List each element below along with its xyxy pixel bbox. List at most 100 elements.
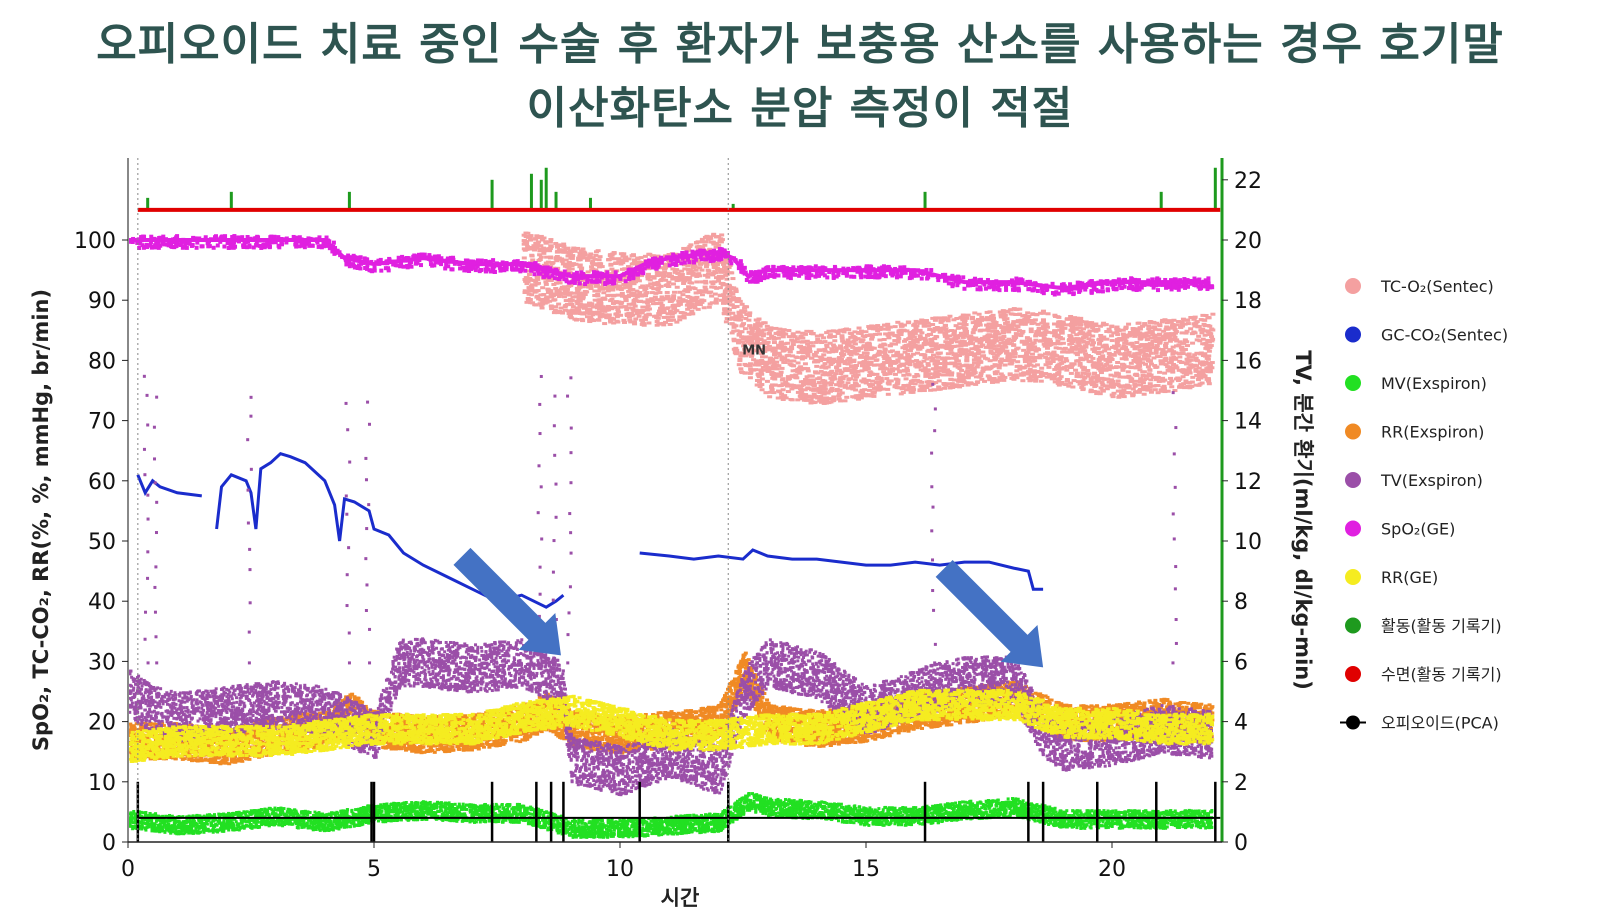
series-tc-o2-point xyxy=(1078,351,1083,354)
series-tc-o2-point xyxy=(1003,364,1008,367)
series-tc-o2-point xyxy=(679,311,684,314)
series-tc-o2-point xyxy=(716,280,721,283)
series-tc-o2-point xyxy=(1188,327,1193,330)
series-tc-o2-point xyxy=(1145,374,1150,377)
series-tc-o2-point xyxy=(632,321,637,324)
series-tc-o2-point xyxy=(1156,384,1161,387)
series-tc-o2-point xyxy=(973,383,978,386)
series-tc-o2-point xyxy=(917,389,922,392)
series-tc-o2-point xyxy=(1073,369,1078,372)
series-tc-o2-point xyxy=(1039,370,1044,373)
series-tc-o2-point xyxy=(1100,389,1105,392)
series-tc-o2-point xyxy=(912,379,917,382)
series-tc-o2-point xyxy=(848,369,853,372)
series-tc-o2-point xyxy=(948,334,953,337)
series-tc-o2-point xyxy=(882,347,887,350)
series-tc-o2-point xyxy=(1120,363,1125,366)
series-tc-o2-point xyxy=(777,390,782,393)
series-tc-o2-point xyxy=(1078,339,1083,342)
series-tc-o2-point xyxy=(1013,313,1018,316)
series-tc-o2-point xyxy=(734,300,739,303)
series-tc-o2-point xyxy=(694,280,699,283)
series-tc-o2-point xyxy=(587,308,592,311)
series-tc-o2-point xyxy=(583,293,588,296)
series-tc-o2-point xyxy=(815,377,820,380)
series-tc-o2-point xyxy=(776,347,781,350)
series-tc-o2-point xyxy=(1169,385,1174,388)
series-tc-o2-point xyxy=(957,349,962,352)
series-tc-o2-point xyxy=(970,364,975,367)
series-tc-o2-point xyxy=(1093,322,1098,325)
series-tc-o2-point xyxy=(522,239,527,242)
series-tc-o2-point xyxy=(697,291,702,294)
series-tc-o2-point xyxy=(1176,320,1181,323)
series-tc-o2-point xyxy=(662,316,667,319)
series-tc-o2-point xyxy=(986,374,991,377)
series-tc-o2-point xyxy=(949,378,954,381)
series-tc-o2-point xyxy=(1138,350,1143,353)
series-tc-o2-point xyxy=(863,330,868,333)
series-tc-o2-point xyxy=(1177,355,1182,358)
series-tc-o2-point xyxy=(1057,377,1062,380)
series-tc-o2-point xyxy=(530,283,535,286)
series-tc-o2-point xyxy=(901,374,906,377)
series-tc-o2-point xyxy=(934,335,939,338)
series-tc-o2-point xyxy=(1070,346,1075,349)
series-tc-o2-point xyxy=(661,308,666,311)
series-tc-o2-point xyxy=(939,321,944,324)
series-tc-o2-point xyxy=(836,332,841,335)
series-tc-o2-point xyxy=(1096,367,1101,370)
series-tc-o2-point xyxy=(675,286,680,289)
series-tc-o2-point xyxy=(630,288,635,291)
series-tc-o2-point xyxy=(952,329,957,332)
series-tc-o2-point xyxy=(1156,377,1161,380)
series-tc-o2-point xyxy=(682,316,687,319)
series-tc-o2-point xyxy=(731,330,736,333)
series-tc-o2-point xyxy=(885,326,890,329)
series-tc-o2-point xyxy=(643,287,648,290)
series-tc-o2-point xyxy=(565,254,570,257)
series-tc-o2 xyxy=(522,232,1216,405)
series-tc-o2-point xyxy=(850,335,855,338)
series-tc-o2-point xyxy=(861,361,866,364)
series-tc-o2-point xyxy=(791,343,796,346)
series-tc-o2-point xyxy=(637,279,642,282)
series-tc-o2-point xyxy=(919,346,924,349)
series-tc-o2-point xyxy=(1090,348,1095,351)
series-tc-o2-point xyxy=(735,305,740,308)
series-tc-o2-point xyxy=(549,296,554,299)
series-tc-o2-point xyxy=(819,341,824,344)
series-tc-o2-point xyxy=(651,302,656,305)
series-tc-o2-point xyxy=(1014,369,1019,372)
series-tc-o2-point xyxy=(718,286,723,289)
series-tc-o2-point xyxy=(1192,353,1197,356)
series-tc-o2-point xyxy=(857,327,862,330)
series-tc-o2-point xyxy=(1037,327,1042,330)
series-tc-o2-point xyxy=(885,358,890,361)
series-tc-o2-point xyxy=(1004,350,1009,353)
series-tc-o2-point xyxy=(1085,342,1090,345)
series-tc-o2-point xyxy=(637,291,642,294)
series-tc-o2-point xyxy=(1207,325,1212,328)
series-tc-o2-point xyxy=(770,383,775,386)
series-tc-o2-point xyxy=(1046,366,1051,369)
series-tc-o2-point xyxy=(893,343,898,346)
series-tc-o2-point xyxy=(1147,349,1152,352)
series-tc-o2-point xyxy=(611,294,616,297)
series-tc-o2-point xyxy=(533,238,538,241)
series-tc-o2-point xyxy=(702,290,707,293)
series-tc-o2-point xyxy=(977,321,982,324)
series-tc-o2-point xyxy=(606,289,611,292)
series-tc-o2-point xyxy=(1007,342,1012,345)
series-tc-o2-point xyxy=(993,371,998,374)
series-tc-o2-point xyxy=(985,340,990,343)
series-tc-o2-point xyxy=(1019,320,1024,323)
series-tc-o2-point xyxy=(736,297,741,300)
series-tc-o2-point xyxy=(544,262,549,265)
series-tc-o2-point xyxy=(892,334,897,337)
series-tc-o2-point xyxy=(736,319,741,322)
series-tc-o2-point xyxy=(635,257,640,260)
series-tc-o2-point xyxy=(1036,323,1041,326)
series-tc-o2-point xyxy=(554,282,559,285)
